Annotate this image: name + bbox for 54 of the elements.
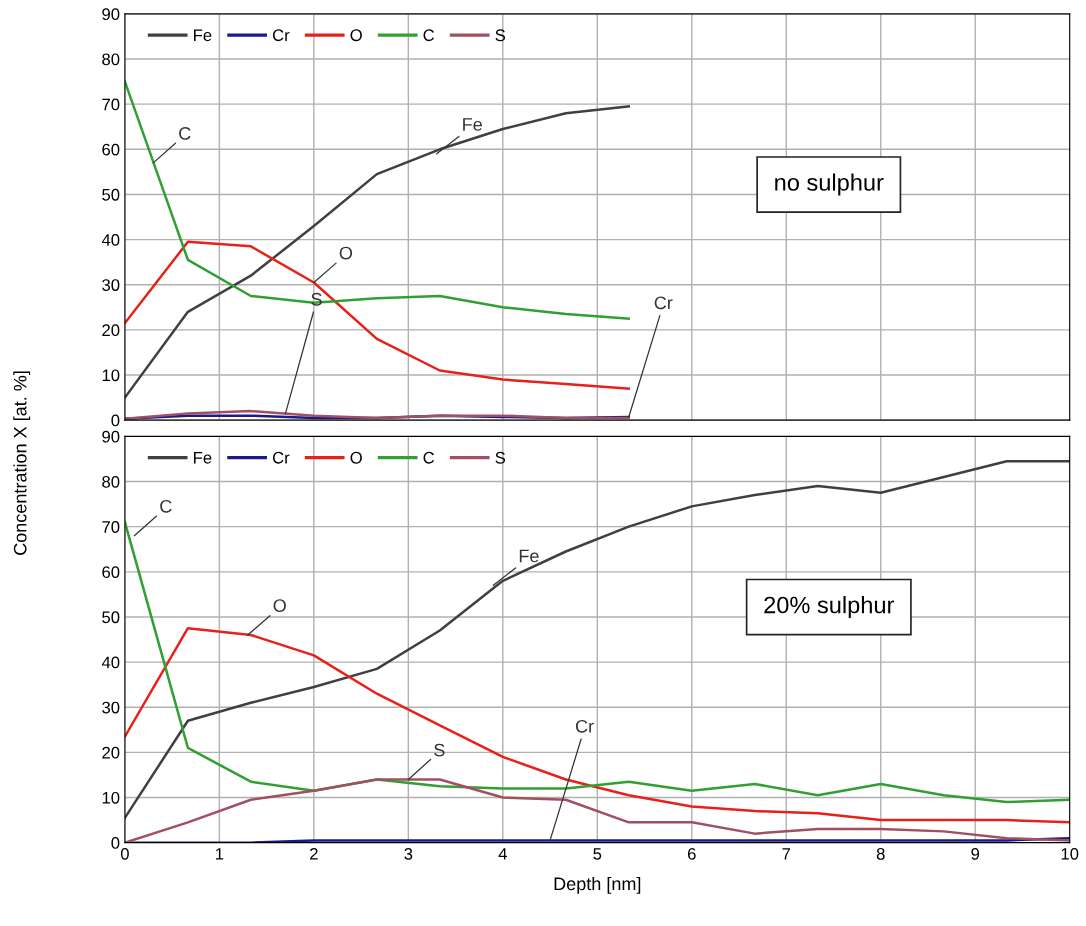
x-tick-label: 2: [310, 847, 318, 860]
x-tick-label: 6: [687, 847, 696, 860]
legend-label: S: [495, 451, 506, 464]
y-tick-label: 50: [102, 611, 120, 624]
legend-label: Fe: [194, 29, 212, 42]
legend-label: Fe: [194, 452, 212, 464]
y-tick-label: 70: [102, 98, 120, 111]
x-tick-label: 5: [593, 848, 602, 860]
y-axis-title: Concentration X [at. %]: [13, 371, 31, 555]
y-tick-label: 20: [102, 746, 120, 759]
y-tick-label: 50: [102, 188, 120, 201]
x-axis-title: Depth [nm]: [554, 876, 641, 894]
annotation: Cr: [654, 296, 673, 310]
y-tick-label: 80: [102, 475, 120, 488]
legend-label: O: [350, 451, 362, 464]
legend-label: S: [495, 29, 506, 42]
annotation: no sulphur: [775, 173, 884, 196]
annotation: Fe: [519, 549, 539, 563]
x-tick-label: 10: [1061, 847, 1079, 860]
y-tick-label: 80: [102, 53, 120, 66]
y-tick-label: 40: [101, 233, 120, 246]
y-tick-label: 70: [102, 521, 120, 533]
x-tick-label: 1: [216, 848, 224, 860]
x-tick-label: 9: [971, 847, 980, 860]
y-tick-label: 20: [102, 324, 120, 337]
y-tick-label: 60: [102, 143, 120, 156]
x-tick-label: 0: [120, 847, 129, 860]
y-tick-label: 60: [102, 566, 120, 579]
legend-label: O: [350, 29, 362, 42]
y-tick-label: 0: [111, 414, 120, 427]
annotation: O: [339, 246, 353, 260]
y-tick-label: 10: [102, 791, 120, 804]
y-tick-label: 90: [102, 8, 120, 21]
annotation: O: [273, 599, 286, 612]
legend-label: Cr: [272, 29, 290, 42]
annotation: C: [179, 127, 191, 140]
y-tick-label: 0: [111, 837, 120, 849]
y-tick-label: 90: [102, 430, 120, 443]
x-tick-label: 8: [876, 847, 885, 860]
y-tick-label: 30: [102, 279, 120, 291]
y-tick-label: 40: [101, 656, 120, 669]
annotation: C: [160, 499, 172, 513]
x-tick-label: 4: [498, 848, 507, 860]
x-tick-label: 3: [404, 847, 413, 860]
annotation: Cr: [575, 719, 594, 733]
y-tick-label: 10: [102, 369, 120, 382]
annotation: 20% sulphur: [764, 596, 895, 619]
legend-label: C: [423, 29, 435, 42]
legend-label: C: [423, 451, 435, 464]
x-tick-label: 7: [782, 848, 791, 860]
annotation: S: [434, 743, 445, 757]
legend-label: Cr: [272, 451, 290, 464]
y-tick-label: 30: [102, 701, 120, 714]
annotation: Fe: [463, 118, 482, 131]
